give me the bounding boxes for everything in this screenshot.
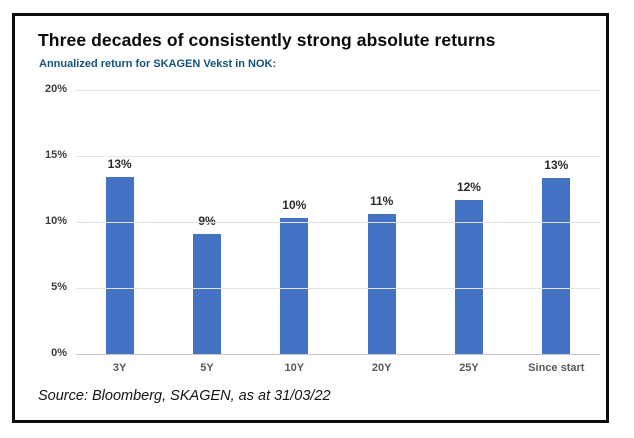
- bar-20y: [367, 214, 396, 354]
- y-axis-tick-label: 10%: [44, 215, 67, 227]
- bar-data-label: 10%: [282, 198, 307, 213]
- bar-slot: 11%: [338, 90, 425, 354]
- bar-data-label: 11%: [369, 194, 394, 209]
- bar-slot: 9%: [163, 90, 250, 354]
- bar-data-label: 13%: [107, 157, 132, 172]
- bar-slot: 10%: [251, 90, 338, 354]
- x-axis-category-label: 10Y: [284, 362, 305, 374]
- x-axis: 3Y 5Y 10Y 20Y 25Y Since start: [76, 362, 600, 374]
- bar-slot: 13%: [513, 90, 600, 354]
- gridline: [76, 354, 600, 355]
- x-axis-category-label: Since start: [528, 362, 585, 374]
- bar-data-label: 12%: [456, 179, 481, 194]
- y-axis-tick-label: 0%: [51, 347, 67, 359]
- bar-10y: [280, 218, 309, 354]
- bar-25y: [454, 199, 483, 354]
- bar-chart: 13% 9% 10% 11% 12% 13% 20% 15% 10% 5% 0% 3Y 5Y 10Y 2…: [15, 16, 606, 420]
- chart-subtitle: Annualized return for SKAGEN Vekst in NO…: [39, 58, 277, 70]
- bar-5y: [192, 233, 221, 354]
- report-card: Three decades of consistently strong abs…: [12, 13, 609, 423]
- bar-3y: [105, 177, 134, 354]
- y-axis-tick-label: 15%: [44, 149, 67, 161]
- y-axis-tick-label: 5%: [51, 281, 67, 293]
- bar-slot: 12%: [425, 90, 512, 354]
- gridline: [76, 156, 600, 157]
- bar-group: 13% 9% 10% 11% 12% 13%: [76, 90, 600, 354]
- x-axis-category-label: 5Y: [200, 362, 214, 374]
- x-axis-category-label: 20Y: [371, 362, 392, 374]
- bar-slot: 13%: [76, 90, 163, 354]
- x-axis-category-label: 3Y: [112, 362, 127, 374]
- page-title: Three decades of consistently strong abs…: [38, 30, 496, 50]
- source-note: Source: Bloomberg, SKAGEN, as at 31/03/2…: [38, 388, 331, 404]
- bar-data-label: 9%: [198, 213, 216, 228]
- y-axis-tick-label: 20%: [44, 83, 67, 95]
- gridline: [76, 222, 600, 223]
- bar-data-label: 13%: [544, 158, 569, 173]
- bar-since-start: [542, 178, 571, 354]
- gridline: [76, 90, 600, 91]
- gridline: [76, 288, 600, 289]
- x-axis-category-label: 25Y: [459, 362, 479, 374]
- chart-plot-area: 13% 9% 10% 11% 12% 13%: [76, 90, 600, 355]
